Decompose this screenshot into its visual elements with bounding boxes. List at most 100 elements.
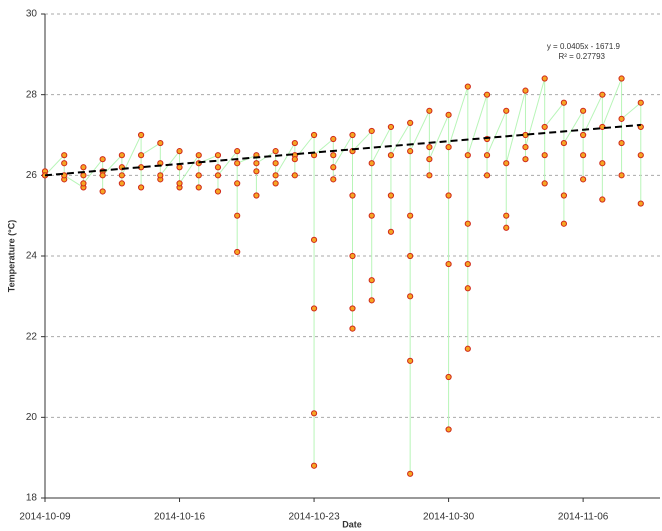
data-point (349, 192, 356, 199)
y-tick-label: 22 (26, 331, 38, 342)
equation: y = 0.0405x - 1671.9 (547, 42, 621, 51)
data-point (349, 131, 356, 139)
data-point (580, 152, 587, 159)
data-point (407, 252, 414, 260)
data-point (541, 180, 548, 187)
data-point (99, 188, 106, 195)
data-point (407, 119, 414, 127)
data-point (560, 192, 568, 199)
data-point (157, 172, 164, 179)
data-point (483, 152, 491, 159)
data-point (407, 470, 414, 477)
data-point (214, 188, 222, 195)
data-point (503, 212, 510, 219)
data-point (272, 148, 279, 155)
data-point (522, 131, 529, 139)
data-point (599, 160, 606, 167)
data-point (99, 172, 106, 179)
data-point (310, 410, 318, 417)
data-point (503, 107, 510, 114)
data-point (310, 462, 318, 469)
x-tick-label: 2014-11-06 (558, 512, 609, 523)
data-point (61, 152, 68, 159)
data-point (483, 91, 491, 98)
data-point (637, 152, 644, 159)
data-point (118, 180, 125, 187)
data-point (349, 252, 356, 260)
data-point (368, 212, 375, 219)
data-point (407, 212, 414, 219)
data-point (445, 111, 452, 118)
data-point (368, 160, 375, 167)
data-point (80, 180, 87, 187)
data-point (234, 180, 241, 187)
data-point (618, 115, 625, 122)
data-point (234, 212, 241, 219)
data-point (310, 236, 318, 243)
data-point (426, 156, 433, 163)
data-point (349, 325, 356, 332)
data-point (426, 172, 433, 179)
data-point (137, 152, 145, 159)
data-point (560, 99, 568, 106)
data-point (291, 139, 298, 147)
data-point (464, 260, 471, 268)
data-point (310, 131, 318, 139)
data-point (118, 152, 125, 159)
data-point (253, 192, 260, 199)
data-point (618, 139, 625, 147)
data-point (503, 224, 510, 231)
data-point (445, 373, 452, 381)
data-point (464, 152, 471, 159)
data-point (291, 172, 298, 179)
y-tick-label: 30 (26, 9, 38, 20)
data-point (195, 152, 202, 159)
y-tick-label: 18 (26, 493, 38, 504)
data-point (503, 160, 510, 167)
y-tick-label: 26 (26, 170, 38, 181)
data-point (618, 75, 625, 82)
data-point (176, 148, 183, 155)
trendline (44, 123, 641, 177)
x-tick-label: 2014-10-09 (19, 512, 71, 523)
data-point (464, 345, 471, 352)
data-point (637, 99, 644, 106)
data-point (118, 172, 125, 179)
data-point (541, 152, 548, 159)
data-point (445, 192, 452, 199)
data-point (214, 164, 222, 171)
data-point (464, 83, 471, 90)
data-point (522, 87, 529, 94)
data-point (368, 127, 375, 135)
data-point (464, 220, 471, 227)
data-point (330, 176, 337, 183)
data-point (176, 164, 183, 171)
data-point (234, 148, 241, 155)
data-point (176, 180, 183, 187)
data-point (272, 160, 279, 167)
data-point (445, 426, 452, 433)
data-point (599, 123, 606, 131)
data-point (387, 228, 395, 235)
data-point (387, 192, 395, 199)
data-point (291, 156, 298, 163)
data-point (330, 152, 337, 159)
data-point (157, 139, 164, 147)
data-point (387, 152, 395, 159)
data-point (541, 75, 548, 82)
data-point (483, 172, 491, 179)
data-point (599, 196, 606, 203)
data-point (195, 184, 202, 191)
data-point (618, 172, 625, 179)
data-point (637, 200, 644, 207)
data-point (541, 123, 548, 131)
data-point (368, 297, 375, 304)
data-point (560, 139, 568, 147)
data-point (61, 160, 68, 167)
y-tick-label: 20 (26, 412, 38, 423)
data-point (330, 135, 337, 143)
data-point (214, 172, 222, 179)
data-point (137, 131, 145, 139)
data-point (426, 144, 433, 151)
